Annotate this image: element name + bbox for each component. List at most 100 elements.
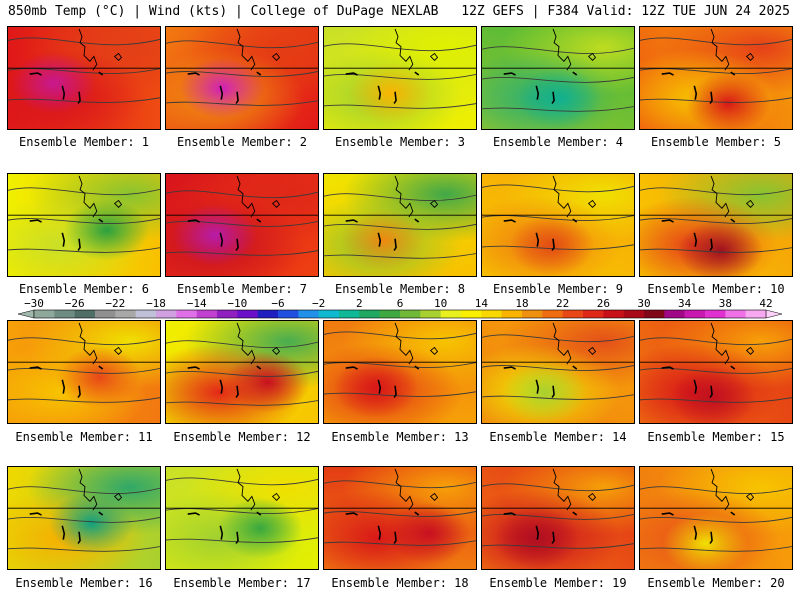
map-overlay <box>640 322 792 403</box>
height-contour <box>482 106 634 112</box>
member-label: Ensemble Member: 3 <box>334 135 466 149</box>
wind-barb <box>693 379 698 394</box>
height-contour <box>166 190 318 199</box>
wind-barb <box>219 525 224 540</box>
coastline <box>552 28 597 71</box>
member-label: Ensemble Member: 4 <box>492 135 624 149</box>
coastline <box>710 468 755 511</box>
wind-barb <box>535 525 540 540</box>
wind-barb <box>29 219 42 223</box>
height-contour <box>166 477 318 486</box>
ensemble-member-map <box>323 320 477 424</box>
colorbar-swatch <box>562 310 584 318</box>
wind-barb <box>535 379 540 394</box>
member-label: Ensemble Member: 6 <box>18 282 150 296</box>
temperature-field <box>324 467 476 569</box>
member-label: Ensemble Member: 9 <box>492 282 624 296</box>
wind-barb <box>345 366 358 370</box>
height-contour <box>640 486 792 495</box>
temperature-field <box>8 174 160 276</box>
temperature-field <box>8 467 160 569</box>
height-contour <box>324 480 476 489</box>
temperature-field <box>482 321 634 423</box>
map-overlay <box>482 468 634 549</box>
colorbar-swatch <box>135 310 157 318</box>
wind-barb <box>393 385 397 398</box>
wind-barb <box>98 71 104 76</box>
ensemble-member-map <box>323 466 477 570</box>
map-overlay <box>8 28 160 104</box>
wind-barb <box>29 72 42 76</box>
wind-barb <box>77 91 81 104</box>
coastline <box>78 322 123 365</box>
coastline <box>710 28 755 71</box>
wind-barb <box>77 531 81 544</box>
colorbar-tick-label: 38 <box>719 297 732 310</box>
map-overlay <box>482 175 634 251</box>
colorbar-swatch <box>400 310 421 318</box>
height-contour <box>166 370 318 377</box>
wind-barb <box>503 366 516 370</box>
member-label: Ensemble Member: 14 <box>489 430 627 444</box>
map-overlay <box>166 28 318 106</box>
wind-barb <box>235 91 239 104</box>
member-label: Ensemble Member: 7 <box>176 282 308 296</box>
height-contour <box>324 253 476 259</box>
temperature-field <box>166 27 318 129</box>
wind-barb <box>693 85 698 100</box>
wind-barb <box>393 91 397 104</box>
height-contour <box>8 37 160 46</box>
ensemble-member-map <box>165 320 319 424</box>
colorbar-tick-label: 26 <box>597 297 610 310</box>
map-overlay <box>166 322 318 406</box>
colorbar-swatch <box>217 310 238 318</box>
wind-barb <box>503 512 516 516</box>
height-contour <box>640 97 792 103</box>
wind-barb <box>730 218 736 223</box>
height-contour <box>482 46 634 55</box>
height-contour <box>8 397 160 403</box>
member-label: Ensemble Member: 10 <box>647 282 785 296</box>
height-contour <box>324 73 476 80</box>
wind-barb <box>377 379 382 394</box>
colorbar-min-arrow <box>17 309 35 319</box>
member-label: Ensemble Member: 16 <box>15 576 153 590</box>
colorbar-swatch <box>339 310 360 318</box>
coastline <box>394 468 439 511</box>
coastline <box>78 175 123 218</box>
height-contour <box>482 334 634 343</box>
member-label: Ensemble Member: 2 <box>176 135 308 149</box>
coastline <box>236 468 281 511</box>
colorbar-tick-label: 42 <box>759 297 772 310</box>
colorbar-swatch <box>237 310 258 318</box>
map-overlay <box>324 28 476 109</box>
colorbar-swatch <box>74 310 96 318</box>
wind-barb <box>414 71 420 76</box>
temperature-field <box>640 174 792 276</box>
wind-barb <box>730 71 736 76</box>
height-contour <box>8 546 160 552</box>
ensemble-member-map <box>165 466 319 570</box>
map-overlay <box>8 322 160 403</box>
height-contour <box>166 70 318 77</box>
temperature-field <box>482 27 634 129</box>
colorbar-tick-label: 18 <box>515 297 528 310</box>
wind-barb <box>256 218 262 223</box>
colorbar-swatch <box>176 310 197 318</box>
wind-barb <box>709 531 713 544</box>
colorbar-tick-label: −26 <box>65 297 85 310</box>
wind-barb <box>572 218 578 223</box>
ensemble-member-map <box>639 320 793 424</box>
wind-barb <box>535 85 540 100</box>
height-contour <box>482 184 634 193</box>
temperature-field <box>166 321 318 423</box>
ensemble-member-map <box>7 26 161 130</box>
wind-barb <box>77 385 81 398</box>
ensemble-member-map <box>481 466 635 570</box>
map-title: 850mb Temp (°C) | Wind (kts) | College o… <box>8 4 439 19</box>
colorbar-tick-label: 14 <box>475 297 489 310</box>
coastline <box>78 28 123 71</box>
member-label: Ensemble Member: 18 <box>331 576 469 590</box>
colorbar-swatch <box>542 310 563 318</box>
wind-barb <box>235 238 239 251</box>
